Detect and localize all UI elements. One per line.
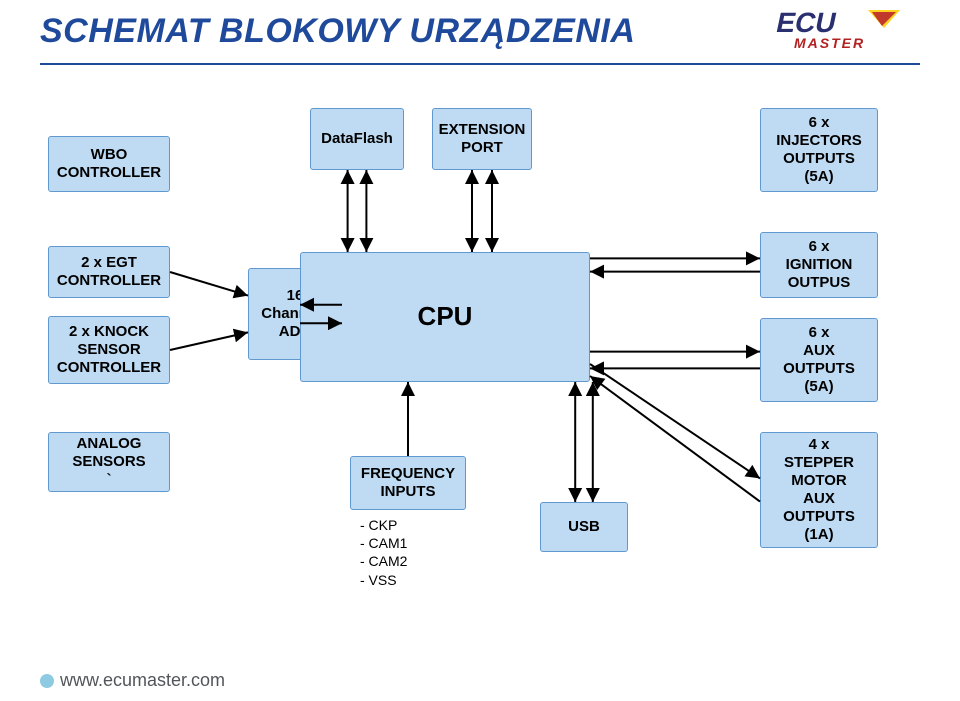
logo-master-text: MASTER: [794, 35, 865, 51]
logo-slash-b: [872, 12, 896, 26]
footer-bullet-icon: [40, 674, 54, 688]
title-bar: SCHEMAT BLOKOWY URZĄDZENIA ECU MASTER: [40, 12, 920, 65]
block-ignition: 6 xIGNITIONOUTPUS: [760, 232, 878, 298]
block-freq: FREQUENCYINPUTS: [350, 456, 466, 510]
logo-ecu-text: ECU: [774, 8, 840, 38]
footer-url: www.ecumaster.com: [60, 670, 225, 691]
block-stepper: 4 xSTEPPERMOTORAUXOUTPUTS(1A): [760, 432, 878, 548]
block-usb: USB: [540, 502, 628, 552]
block-aux: 6 xAUXOUTPUTS(5A): [760, 318, 878, 402]
block-knock: 2 x KNOCKSENSORCONTROLLER: [48, 316, 170, 384]
block-egt: 2 x EGTCONTROLLER: [48, 246, 170, 298]
block-cpu: CPU: [300, 252, 590, 382]
block-injectors: 6 xINJECTORSOUTPUTS(5A): [760, 108, 878, 192]
block-extport: EXTENSIONPORT: [432, 108, 532, 170]
block-analog: ANALOGSENSORS`: [48, 432, 170, 492]
footer: www.ecumaster.com: [40, 670, 225, 691]
block-dataflash: DataFlash: [310, 108, 404, 170]
block-wbo: WBOCONTROLLER: [48, 136, 170, 192]
page-title: SCHEMAT BLOKOWY URZĄDZENIA: [40, 12, 635, 51]
ecu-master-logo: ECU MASTER: [760, 8, 920, 57]
freq-inputs-list: - CKP- CAM1- CAM2- VSS: [360, 516, 407, 589]
